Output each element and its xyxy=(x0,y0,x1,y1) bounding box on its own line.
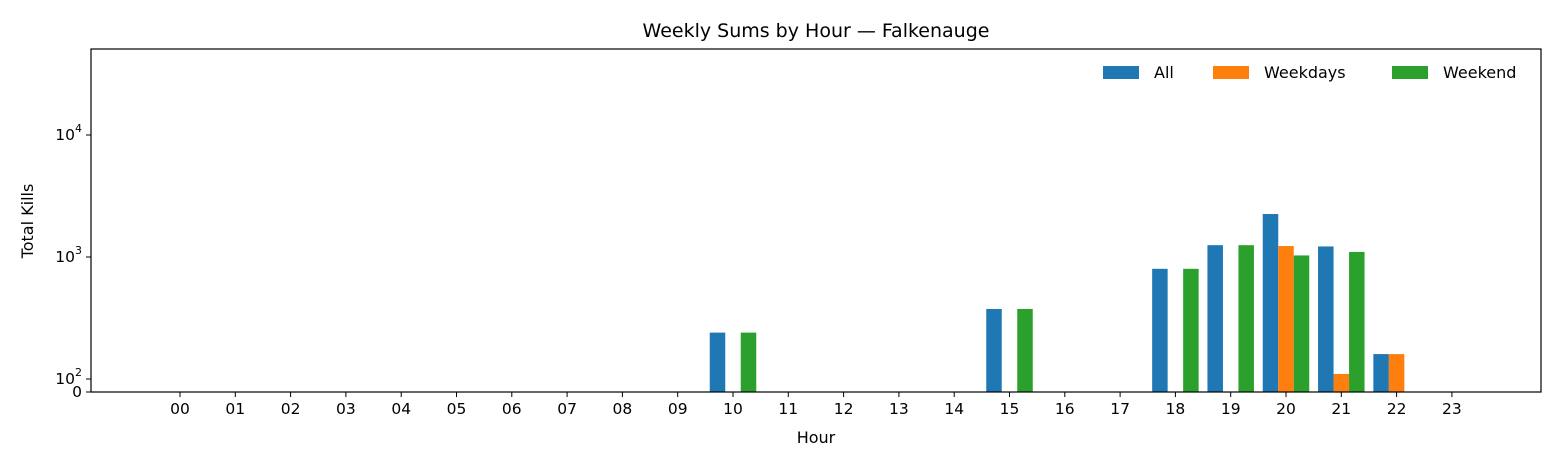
x-tick-label-10: 10 xyxy=(723,400,743,418)
bar-weekend-18 xyxy=(1183,268,1199,392)
x-tick-label-00: 00 xyxy=(170,400,190,418)
bar-weekend-20 xyxy=(1293,255,1310,392)
y-axis-label: Total Kills xyxy=(18,184,37,260)
x-tick-label-15: 15 xyxy=(1000,400,1020,418)
x-tick-label-16: 16 xyxy=(1055,400,1075,418)
y-tick-label-0: 0 xyxy=(72,383,82,401)
legend-swatch-all xyxy=(1103,66,1139,79)
bar-all-10 xyxy=(709,332,726,392)
bar-all-21 xyxy=(1318,246,1334,392)
x-tick-label-02: 02 xyxy=(281,400,301,418)
x-tick-label-11: 11 xyxy=(778,400,798,418)
x-tick-label-23: 23 xyxy=(1442,400,1462,418)
legend-label-weekdays: Weekdays xyxy=(1264,63,1346,82)
bar-weekend-19 xyxy=(1238,245,1254,392)
legend-swatch-weekdays xyxy=(1213,66,1249,79)
legend: All Weekdays Weekend xyxy=(1103,63,1516,82)
x-tick-label-14: 14 xyxy=(944,400,964,418)
bars-layer xyxy=(709,214,1405,392)
x-tick-label-22: 22 xyxy=(1387,400,1407,418)
bar-all-19 xyxy=(1207,245,1223,392)
x-tick-label-01: 01 xyxy=(225,400,245,418)
legend-label-weekend: Weekend xyxy=(1443,63,1516,82)
bar-weekend-15 xyxy=(1017,308,1033,392)
bar-weekdays-20 xyxy=(1278,246,1294,392)
x-tick-label-09: 09 xyxy=(668,400,688,418)
legend-swatch-weekend xyxy=(1392,66,1428,79)
x-tick-label-17: 17 xyxy=(1110,400,1130,418)
x-tick-label-04: 04 xyxy=(391,400,411,418)
bar-all-15 xyxy=(986,308,1002,392)
x-tick-label-08: 08 xyxy=(613,400,633,418)
x-axis: 00 01 02 03 04 05 06 07 08 09 10 11 12 13 14 15 16 17 18 19… xyxy=(170,392,1462,418)
x-tick-label-21: 21 xyxy=(1331,400,1351,418)
y-tick-label-100: 102 xyxy=(55,366,82,388)
bar-all-18 xyxy=(1152,268,1168,392)
bar-weekdays-22 xyxy=(1388,354,1405,392)
bar-weekend-21 xyxy=(1349,251,1365,392)
x-tick-label-06: 06 xyxy=(502,400,522,418)
x-tick-label-07: 07 xyxy=(557,400,577,418)
plot-frame xyxy=(90,48,1542,393)
x-tick-label-20: 20 xyxy=(1276,400,1296,418)
y-tick-label-10000: 104 xyxy=(55,122,82,144)
legend-label-all: All xyxy=(1154,63,1174,82)
bar-all-20 xyxy=(1262,214,1279,392)
bar-weekend-10 xyxy=(740,332,757,392)
bar-all-22 xyxy=(1373,354,1389,392)
x-tick-label-05: 05 xyxy=(447,400,467,418)
x-tick-label-19: 19 xyxy=(1221,400,1241,418)
bar-weekdays-21 xyxy=(1333,373,1350,392)
x-axis-label: Hour xyxy=(797,428,836,447)
x-tick-label-12: 12 xyxy=(834,400,854,418)
x-tick-label-13: 13 xyxy=(889,400,909,418)
y-tick-label-1000: 103 xyxy=(55,244,82,266)
x-tick-label-18: 18 xyxy=(1166,400,1186,418)
chart-title: Weekly Sums by Hour — Falkenauge xyxy=(643,20,990,42)
x-tick-label-03: 03 xyxy=(336,400,356,418)
